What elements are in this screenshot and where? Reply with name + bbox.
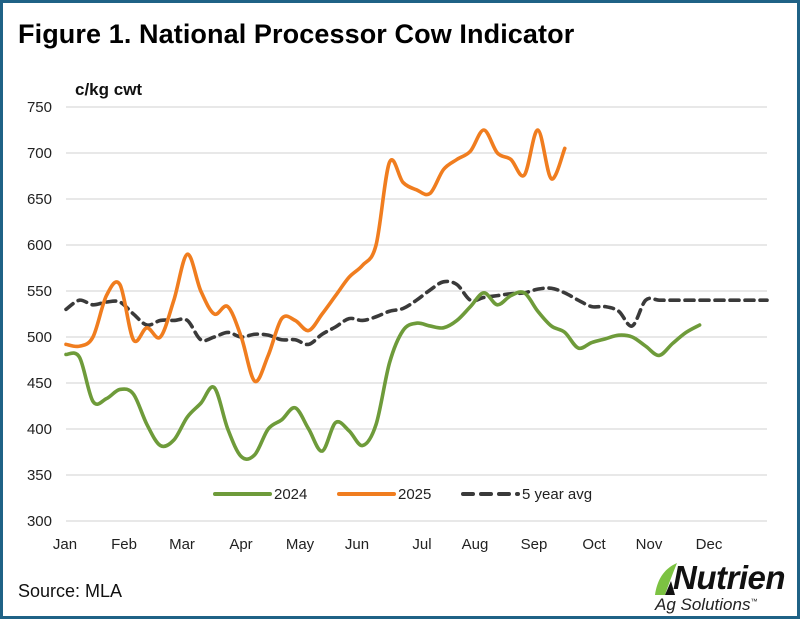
y-axis-unit-label: c/kg cwt <box>75 80 143 99</box>
nutrien-logo: Nutrien Ag Solutions™ <box>651 559 791 615</box>
x-tick-label: Oct <box>582 536 606 553</box>
y-tick-label: 350 <box>27 467 52 484</box>
y-tick-label: 650 <box>27 191 52 208</box>
y-tick-label: 300 <box>27 513 52 530</box>
chart-legend: 2024 2025 5 year avg <box>213 486 592 503</box>
y-tick-label: 600 <box>27 237 52 254</box>
y-tick-label: 400 <box>27 421 52 438</box>
line-chart: 300 350 400 450 500 550 600 650 700 750 Jan Feb Mar… <box>27 99 769 553</box>
x-tick-label: Dec <box>696 536 723 553</box>
y-tick-label: 750 <box>27 99 52 116</box>
x-tick-label: Feb <box>111 536 137 553</box>
legend-label: 2025 <box>398 486 431 503</box>
y-tick-label: 450 <box>27 375 52 392</box>
logo-wordmark: Nutrien <box>673 559 786 596</box>
x-tick-label: Apr <box>229 536 252 553</box>
x-tick-label: Sep <box>521 536 548 553</box>
series-lines <box>64 128 769 461</box>
x-tick-label: May <box>286 536 315 553</box>
y-tick-label: 700 <box>27 145 52 162</box>
y-tick-label: 500 <box>27 329 52 346</box>
chart-title: Figure 1. National Processor Cow Indicat… <box>18 19 575 49</box>
x-tick-label: Jul <box>412 536 431 553</box>
x-tick-label: Nov <box>636 536 663 553</box>
series-5yr-avg-line <box>64 279 769 347</box>
logo-tagline-text: Ag Solutions <box>655 595 751 614</box>
source-note: Source: MLA <box>18 581 123 601</box>
legend-label: 2024 <box>274 486 307 503</box>
x-axis-ticks: Jan Feb Mar Apr May Jun Jul Aug Sep Oct Nov Dec <box>53 536 723 553</box>
x-tick-label: Jan <box>53 536 77 553</box>
x-tick-label: Mar <box>169 536 195 553</box>
series-2025-line <box>64 128 567 384</box>
logo-tm: ™ <box>750 598 758 606</box>
y-tick-label: 550 <box>27 283 52 300</box>
y-axis-ticks: 300 350 400 450 500 550 600 650 700 750 <box>27 99 52 530</box>
logo-tagline: Ag Solutions™ <box>655 595 757 615</box>
legend-label: 5 year avg <box>522 486 592 503</box>
series-2024-line <box>64 290 702 461</box>
gridlines <box>66 106 767 522</box>
leaf-icon <box>655 563 677 595</box>
x-tick-label: Aug <box>462 536 489 553</box>
x-tick-label: Jun <box>345 536 369 553</box>
